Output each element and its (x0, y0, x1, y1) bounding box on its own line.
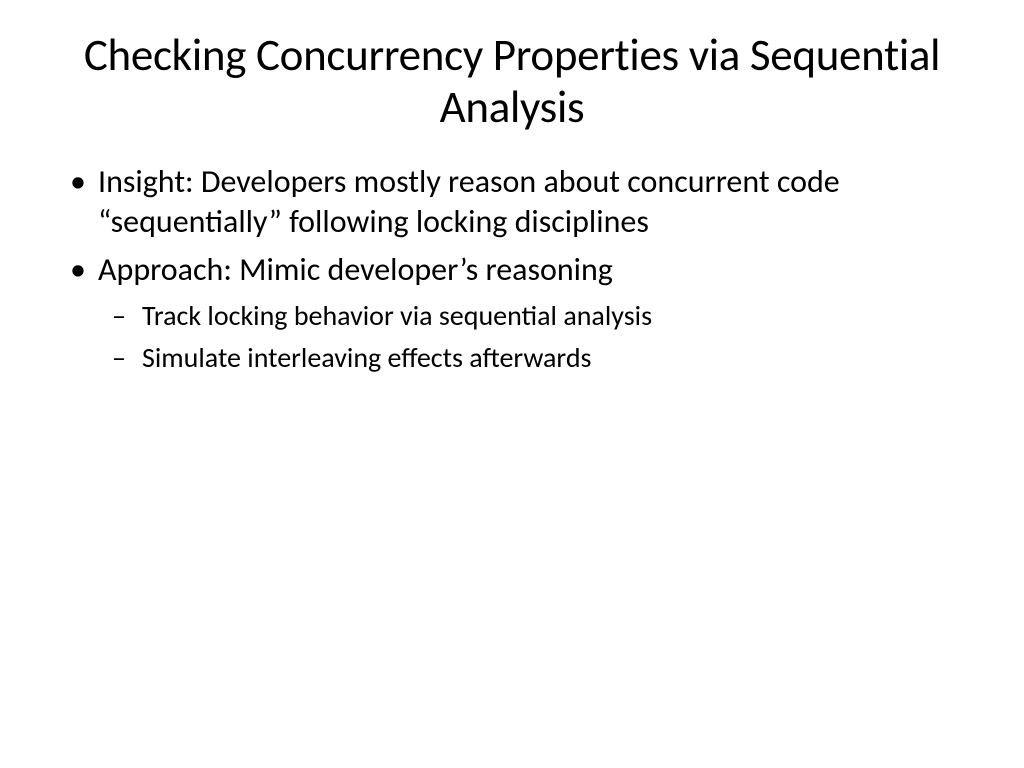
bullet-l1-item: Approach: Mimic developer’s reasoning (60, 250, 964, 290)
bullet-list: Insight: Developers mostly reason about … (60, 162, 964, 377)
bullet-l2-item: Simulate interleaving effects afterwards (60, 340, 964, 376)
slide-container: Checking Concurrency Properties via Sequ… (0, 0, 1024, 768)
bullet-l2-item: Track locking behavior via sequential an… (60, 298, 964, 334)
bullet-l1-item: Insight: Developers mostly reason about … (60, 162, 964, 242)
slide-title: Checking Concurrency Properties via Sequ… (60, 30, 964, 134)
